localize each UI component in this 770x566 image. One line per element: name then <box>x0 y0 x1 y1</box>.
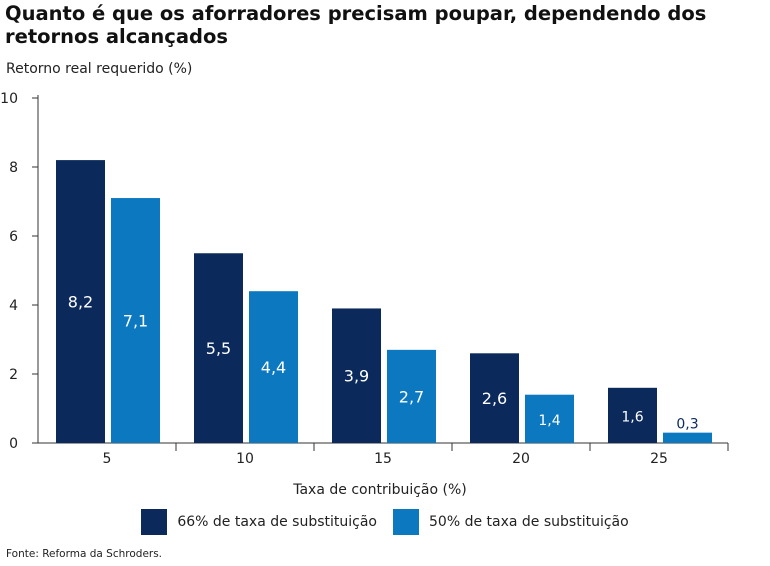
x-axis-label: Taxa de contribuição (%) <box>293 482 467 498</box>
x-tick-label: 20 <box>512 451 530 467</box>
y-tick-label: 10 <box>0 91 18 107</box>
bar <box>608 387 657 443</box>
bar <box>194 253 243 443</box>
legend-item-series-1: 66% de taxa de substituição <box>141 509 377 535</box>
legend: 66% de taxa de substituição 50% de taxa … <box>0 509 770 535</box>
data-label: 2,6 <box>482 389 507 408</box>
y-tick-label: 4 <box>9 298 18 314</box>
legend-label-series-2: 50% de taxa de substituição <box>429 514 629 530</box>
bar <box>111 198 160 443</box>
legend-label-series-1: 66% de taxa de substituição <box>177 514 377 530</box>
y-axis-label: Retorno real requerido (%) <box>6 61 193 77</box>
source-note: Fonte: Reforma da Schroders. <box>6 548 163 560</box>
y-tick-label: 2 <box>9 367 18 383</box>
x-tick-label: 10 <box>236 451 254 467</box>
bar <box>525 394 574 443</box>
y-tick-label: 8 <box>9 160 18 176</box>
bar <box>56 160 105 443</box>
data-label: 5,5 <box>206 339 231 358</box>
bar <box>249 291 298 443</box>
data-label: 4,4 <box>261 358 286 377</box>
data-label: 1,6 <box>621 409 643 425</box>
x-tick-label: 5 <box>103 451 112 467</box>
y-tick-label: 6 <box>9 229 18 245</box>
bar <box>470 353 519 443</box>
data-label: 3,9 <box>344 367 369 386</box>
bar <box>387 349 436 443</box>
chart-title: Quanto é que os aforradores precisam pou… <box>5 2 707 48</box>
bar-chart: 0 2 4 6 8 10 8,2 7,1 5 5,5 4,4 10 3,9 2,7 15 2,6 1,4 20 1,… <box>0 91 729 467</box>
legend-swatch-series-1 <box>141 509 168 535</box>
legend-item-series-2: 50% de taxa de substituição <box>393 509 629 535</box>
bar <box>332 308 381 443</box>
bar <box>663 432 712 443</box>
y-tick-label: 0 <box>9 436 18 452</box>
data-label: 0,3 <box>676 417 698 433</box>
data-label: 8,2 <box>68 293 93 312</box>
x-tick-label: 25 <box>650 451 668 467</box>
legend-swatch-series-2 <box>393 509 419 535</box>
data-label: 7,1 <box>123 312 148 331</box>
data-label: 1,4 <box>538 413 560 429</box>
x-tick-label: 15 <box>374 451 392 467</box>
data-label: 2,7 <box>399 387 424 406</box>
